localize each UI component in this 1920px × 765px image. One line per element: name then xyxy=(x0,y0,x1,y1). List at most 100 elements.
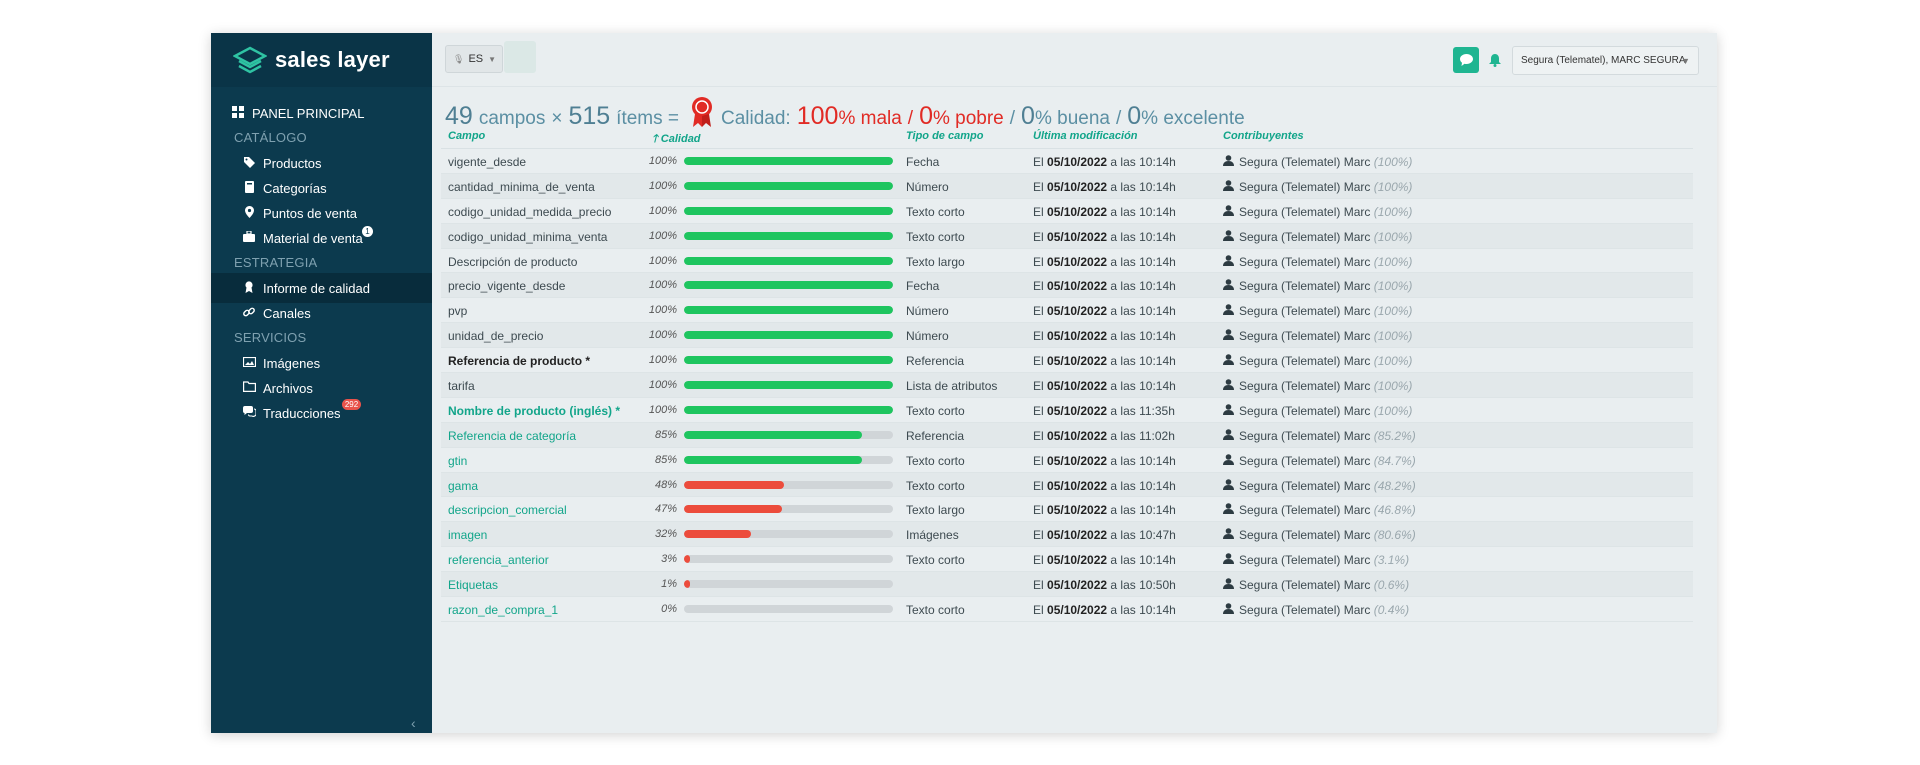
field-name[interactable]: Nombre de producto (inglés) * xyxy=(448,403,621,418)
contributor[interactable]: Segura (Telematel) Marc (100%) xyxy=(1223,279,1412,293)
sidebar-item-canales[interactable]: Canales xyxy=(211,298,432,328)
field-name[interactable]: precio_vigente_desde xyxy=(448,279,566,294)
items-count: 515 xyxy=(568,102,611,130)
contributor[interactable]: Segura (Telematel) Marc (3.1%) xyxy=(1223,553,1409,567)
table-row[interactable]: tarifa 100% Lista de atributos El 05/10/202… xyxy=(441,373,1693,398)
user-icon xyxy=(1223,329,1234,343)
sidebar-item-imagenes[interactable]: Imágenes xyxy=(211,348,432,378)
contributor[interactable]: Segura (Telematel) Marc (100%) xyxy=(1223,304,1412,318)
table-row[interactable]: pvp 100% Número El 05/10/2022 a las 10:14h S… xyxy=(441,298,1693,324)
table-row[interactable]: imagen 32% Imágenes El 05/10/2022 a las 10:… xyxy=(441,522,1693,548)
field-name[interactable]: Referencia de categoría xyxy=(448,428,577,443)
field-name[interactable]: gama xyxy=(448,478,479,493)
contributor[interactable]: Segura (Telematel) Marc (85.2%) xyxy=(1223,429,1416,443)
quality-award-icon xyxy=(692,97,712,127)
field-name[interactable]: codigo_unidad_medida_precio xyxy=(448,204,612,219)
quality-bar xyxy=(684,505,893,514)
field-name[interactable]: vigente_desde xyxy=(448,155,527,169)
user-icon xyxy=(1223,478,1234,493)
table-row[interactable]: precio_vigente_desde 100% Fecha El 05/10/20… xyxy=(441,273,1693,299)
quality-percent: 100% xyxy=(648,155,677,167)
contributor[interactable]: Segura (Telematel) Marc (100%) xyxy=(1223,404,1412,418)
sidebar-item-productos[interactable]: Productos xyxy=(211,148,432,178)
logo[interactable]: sales layer xyxy=(211,33,432,87)
contributor[interactable]: Segura (Telematel) Marc (0.6%) xyxy=(1223,578,1409,592)
contributor[interactable]: Segura (Telematel) Marc (100%) xyxy=(1223,255,1412,269)
contributor[interactable]: Segura (Telematel) Marc (100%) xyxy=(1223,230,1412,244)
sidebar-item-panel-principal[interactable]: PANEL PRINCIPAL xyxy=(211,98,432,128)
table-row[interactable]: unidad_de_precio 100% Número El 05/10/2022 … xyxy=(441,323,1693,349)
field-name[interactable]: tarifa xyxy=(448,379,475,394)
table-row[interactable]: cantidad_minima_de_venta 100% Número El 05/… xyxy=(441,173,1693,199)
contributor[interactable]: Segura (Telematel) Marc (100%) xyxy=(1223,155,1412,169)
field-name[interactable]: codigo_unidad_minima_venta xyxy=(448,229,608,244)
table-row[interactable]: gtin 85% Texto corto El 05/10/2022 a las 10… xyxy=(441,447,1693,473)
header-ultima-modificacion[interactable]: Última modificación xyxy=(1033,130,1138,142)
sidebar-item-material-de-venta[interactable]: Material de venta 1 xyxy=(211,223,432,253)
field-name[interactable]: Etiquetas xyxy=(448,578,499,593)
table-header: Campo 🡑 Calidad Tipo de campo Última mod… xyxy=(441,123,1693,149)
sidebar-item-categorias[interactable]: Categorías xyxy=(211,173,432,203)
contributor[interactable]: Segura (Telematel) Marc (46.8%) xyxy=(1223,503,1416,517)
date-value: 05/10/2022 xyxy=(1047,603,1108,618)
language-select[interactable]: 🎙 ES ▼ xyxy=(445,45,503,73)
contributor[interactable]: Segura (Telematel) Marc (100%) xyxy=(1223,379,1412,393)
sidebar-item-label: Traducciones xyxy=(263,405,341,421)
language-extra-button[interactable] xyxy=(504,41,536,73)
field-name[interactable]: referencia_anterior xyxy=(448,553,549,568)
quality-percent: 100% xyxy=(648,354,677,367)
field-name[interactable]: imagen xyxy=(448,528,488,543)
contributor[interactable]: Segura (Telematel) Marc (80.6%) xyxy=(1223,528,1416,542)
sales-layer-logo-icon xyxy=(233,46,267,74)
contributor-share: (100%) xyxy=(1370,403,1413,418)
date-value: 05/10/2022 xyxy=(1047,428,1108,443)
fields-count: 49 xyxy=(445,102,473,130)
sidebar-item-archivos[interactable]: Archivos xyxy=(211,373,432,403)
chevron-down-icon: ▼ xyxy=(1681,55,1690,66)
contributor[interactable]: Segura (Telematel) Marc (0.4%) xyxy=(1223,603,1409,617)
contributor-name: Segura (Telematel) Marc xyxy=(1239,254,1371,269)
field-name[interactable]: gtin xyxy=(448,453,468,468)
field-name[interactable]: Descripción de producto xyxy=(448,254,578,269)
user-menu[interactable]: Segura (Telematel), MARC SEGURA ▼ xyxy=(1512,46,1699,75)
quality-percent: 100% xyxy=(648,379,677,392)
chat-button[interactable] xyxy=(1453,47,1479,73)
contributor[interactable]: Segura (Telematel) Marc (48.2%) xyxy=(1223,479,1416,493)
header-campo[interactable]: Campo xyxy=(448,130,486,142)
table-row[interactable]: codigo_unidad_medida_precio 100% Texto cor… xyxy=(441,198,1693,224)
contributor[interactable]: Segura (Telematel) Marc (84.7%) xyxy=(1223,454,1416,468)
field-name[interactable]: pvp xyxy=(448,304,468,319)
table-row[interactable]: descripcion_comercial 47% Texto largo El 05… xyxy=(441,497,1693,523)
last-modified: El 05/10/2022 a las 10:14h xyxy=(1033,304,1176,318)
table-row[interactable]: Referencia de producto * 100% Referencia El… xyxy=(441,348,1693,374)
sidebar-item-label: Categorías xyxy=(263,180,327,196)
sidebar-item-puntos-de-venta[interactable]: Puntos de venta xyxy=(211,198,432,228)
sidebar-item-traducciones[interactable]: Traducciones 292 xyxy=(211,398,432,428)
contributor[interactable]: Segura (Telematel) Marc (100%) xyxy=(1223,180,1412,194)
table-row[interactable]: Etiquetas 1% El 05/10/2022 a las 10:50h Seg… xyxy=(441,572,1693,598)
table-row[interactable]: referencia_anterior 3% Texto corto El 05/10… xyxy=(441,547,1693,573)
field-name[interactable]: Referencia de producto * xyxy=(448,354,591,369)
header-calidad[interactable]: 🡑 Calidad xyxy=(652,130,701,149)
table-row[interactable]: codigo_unidad_minima_venta 100% Texto cort… xyxy=(441,223,1693,249)
user-icon xyxy=(1223,603,1234,617)
collapse-sidebar-chevron-icon[interactable]: ‹ xyxy=(411,715,416,731)
header-contribuyentes[interactable]: Contribuyentes xyxy=(1223,130,1304,142)
notifications-button[interactable] xyxy=(1485,47,1505,73)
table-row[interactable]: razon_de_compra_1 0% Texto corto El 05/10/2… xyxy=(441,597,1693,622)
contributor[interactable]: Segura (Telematel) Marc (100%) xyxy=(1223,205,1412,219)
field-name[interactable]: unidad_de_precio xyxy=(448,329,544,344)
table-row[interactable]: Referencia de categoría 85% Referencia El 0… xyxy=(441,422,1693,448)
table-row[interactable]: gama 48% Texto corto El 05/10/2022 a las 10… xyxy=(441,472,1693,498)
header-tipo[interactable]: Tipo de campo xyxy=(906,130,984,142)
sidebar-item-informe-de-calidad[interactable]: Informe de calidad xyxy=(211,273,432,303)
table-row[interactable]: Nombre de producto (inglés) * 100% Texto c… xyxy=(441,397,1693,423)
contributor[interactable]: Segura (Telematel) Marc (100%) xyxy=(1223,354,1412,368)
date-value: 05/10/2022 xyxy=(1047,403,1108,418)
field-name[interactable]: descripcion_comercial xyxy=(448,503,567,518)
field-name[interactable]: razon_de_compra_1 xyxy=(448,603,559,618)
field-name[interactable]: cantidad_minima_de_venta xyxy=(448,179,595,194)
table-row[interactable]: Descripción de producto 100% Texto largo El… xyxy=(441,248,1693,274)
table-row[interactable]: vigente_desde 100% Fecha El 05/10/2022 a la… xyxy=(441,149,1693,174)
contributor[interactable]: Segura (Telematel) Marc (100%) xyxy=(1223,329,1412,343)
